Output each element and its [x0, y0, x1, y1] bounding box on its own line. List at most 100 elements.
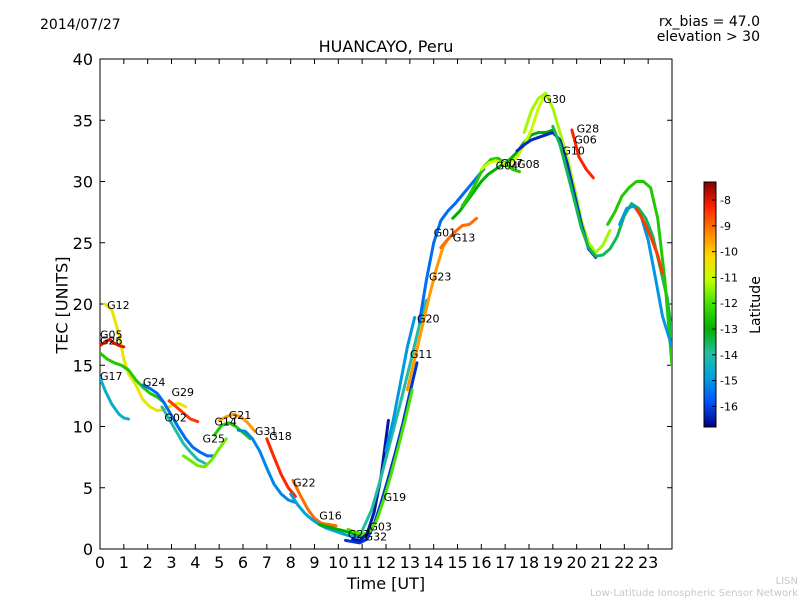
colorbar-tick-label: -10	[720, 246, 738, 259]
satellite-label: G23	[429, 271, 452, 284]
colorbar-tick-label: -16	[720, 400, 738, 413]
series-line-g05	[100, 338, 126, 349]
satellite-label: G07	[500, 157, 523, 170]
x-tick-label: 18	[519, 553, 539, 572]
satellite-label: G04	[496, 159, 519, 172]
satellite-label: G01	[434, 227, 457, 240]
elevation-label: elevation > 30	[656, 29, 760, 45]
colorbar-tick-label: -12	[720, 297, 738, 310]
x-tick-label: 9	[309, 553, 319, 572]
x-tick-label: 12	[376, 553, 396, 572]
chart-title: HUANCAYO, Peru	[318, 37, 454, 56]
series-line-g20	[384, 316, 417, 453]
series-line-g21	[217, 412, 257, 433]
series-line-g26	[100, 351, 164, 403]
satellite-label: G05	[100, 328, 123, 341]
colorbar-tick-label: -14	[720, 349, 738, 362]
x-tick-label: 19	[543, 553, 563, 572]
x-tick-label: 21	[590, 553, 610, 572]
satellite-label: G28	[577, 123, 600, 136]
series-line-g25	[181, 437, 228, 469]
y-tick-label: 15	[73, 356, 93, 375]
satellite-label: G31	[255, 425, 278, 438]
colorbar-tick-label: -8	[720, 194, 731, 207]
series-line-g12	[103, 302, 188, 413]
series-line-g11	[360, 298, 428, 533]
y-tick-label: 10	[73, 418, 93, 437]
y-tick-label: 35	[73, 111, 93, 130]
satellite-label: G14	[214, 415, 237, 428]
satellite-label: G16	[319, 510, 342, 523]
series-line-g17	[100, 376, 131, 421]
series-line-g16	[289, 492, 364, 539]
y-tick-label: 25	[73, 234, 93, 253]
colorbar-tick-label: -9	[720, 220, 731, 233]
satellite-label: G26	[100, 334, 123, 347]
x-tick-label: 16	[471, 553, 491, 572]
colorbar-tick-label: -15	[720, 375, 738, 388]
series-line-g14	[212, 421, 252, 441]
x-axis-label: Time [UT]	[346, 574, 426, 593]
series-line-g28	[570, 128, 595, 180]
x-tick-label: 4	[190, 553, 200, 572]
satellite-label: G12	[107, 299, 130, 312]
colorbar-tick-label: -11	[720, 271, 738, 284]
y-tick-label: 20	[73, 295, 93, 314]
satellite-label: G21	[229, 409, 252, 422]
satellite-label: G27	[348, 528, 371, 541]
credit-line1: LISN	[775, 576, 798, 587]
satellite-label: G24	[143, 376, 166, 389]
series-line-g13	[439, 216, 479, 250]
x-tick-label: 8	[286, 553, 296, 572]
x-tick-label: 11	[352, 553, 372, 572]
satellite-label: G22	[293, 477, 316, 490]
series-line-g29	[167, 399, 200, 424]
x-tick-label: 15	[447, 553, 467, 572]
series-line-g32	[346, 388, 414, 536]
series-line-g24	[141, 383, 216, 458]
y-tick-label: 30	[73, 173, 93, 192]
x-tick-label: 23	[638, 553, 658, 572]
colorbar-label: Latitude	[748, 276, 764, 334]
colorbar	[703, 181, 717, 428]
satellite-label: G10	[562, 145, 585, 158]
satellite-label: G18	[269, 430, 292, 443]
x-tick-label: 22	[614, 553, 634, 572]
satellite-label: G08	[517, 158, 540, 171]
x-tick-label: 17	[495, 553, 515, 572]
x-tick-label: 7	[262, 553, 272, 572]
y-tick-label: 40	[73, 50, 93, 69]
satellite-label: G11	[410, 348, 433, 361]
series-line-g08	[479, 91, 548, 171]
satellite-label: G13	[453, 232, 476, 245]
satellite-label: G25	[202, 432, 225, 445]
credit-line2: Low-Latitude Ionospheric Sensor Network	[590, 588, 798, 599]
x-tick-label: 0	[95, 553, 105, 572]
date-label: 2014/07/27	[40, 17, 121, 33]
series-line-g27b	[634, 206, 664, 275]
x-tick-label: 14	[423, 553, 443, 572]
satellite-label: G30	[543, 93, 566, 106]
rx-bias-label: rx_bias = 47.0	[658, 14, 760, 30]
satellite-label: G17	[100, 370, 123, 383]
y-tick-label: 0	[83, 540, 93, 559]
colorbar-tick-label: -13	[720, 323, 738, 336]
series-line-g09	[606, 180, 672, 367]
series-line-g02	[160, 405, 207, 465]
plot-frame	[99, 58, 673, 550]
x-tick-label: 3	[166, 553, 176, 572]
series-line-g07	[460, 156, 521, 208]
x-tick-label: 2	[143, 553, 153, 572]
satellite-label: G29	[172, 386, 195, 399]
series-line-g18	[265, 437, 297, 498]
satellite-label: G19	[384, 491, 407, 504]
series-line-g01	[417, 167, 486, 324]
satellite-label: G20	[417, 312, 440, 325]
satellite-label: G02	[164, 412, 187, 425]
x-tick-label: 1	[119, 553, 129, 572]
x-tick-label: 10	[328, 553, 348, 572]
x-tick-label: 6	[238, 553, 248, 572]
y-tick-label: 5	[83, 479, 93, 498]
y-axis-label: TEC [UNITS]	[52, 256, 72, 354]
